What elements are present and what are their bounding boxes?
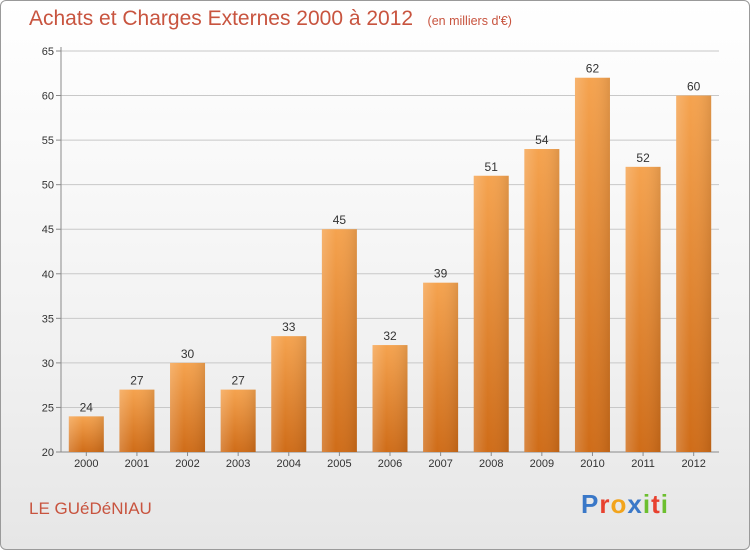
x-tick-label: 2010 <box>580 458 604 470</box>
chart-frame: Achats et Charges Externes 2000 à 2012 (… <box>0 0 750 550</box>
commune-name: LE GUéDéNIAU <box>29 499 152 519</box>
brand-letter: r <box>599 489 610 519</box>
data-label: 32 <box>383 329 397 343</box>
y-tick-label: 45 <box>42 224 54 236</box>
bar-shade-2005 <box>322 229 357 452</box>
bar-shade-2007 <box>423 283 458 452</box>
bar-shade-2002 <box>170 363 205 452</box>
data-label: 27 <box>231 374 245 388</box>
x-tick-label: 2011 <box>631 458 655 470</box>
bar-chart: 20 25 30 35 40 45 50 55 60 65 2000 2001 2002 2003 2004… <box>1 1 750 491</box>
x-tick-label: 2002 <box>175 458 199 470</box>
bar-shade-2012 <box>676 96 711 452</box>
x-tick-label: 2008 <box>479 458 503 470</box>
data-label: 45 <box>333 213 347 227</box>
bar-shade-2006 <box>373 345 408 452</box>
x-tick-label: 2000 <box>74 458 98 470</box>
data-label: 24 <box>80 400 94 414</box>
y-tick-label: 20 <box>42 447 54 459</box>
y-tick-label: 40 <box>42 269 54 281</box>
bar-shade-2011 <box>626 167 661 452</box>
bar-shade-2001 <box>119 390 154 452</box>
y-tick-label: 60 <box>42 91 54 103</box>
x-tick-label: 2009 <box>530 458 554 470</box>
data-label: 51 <box>485 160 499 174</box>
data-label: 54 <box>535 133 549 147</box>
bar-shade-2003 <box>221 390 256 452</box>
data-label: 62 <box>586 62 600 76</box>
y-tick-label: 25 <box>42 402 54 414</box>
y-tick-label: 50 <box>42 180 54 192</box>
data-label: 60 <box>687 80 701 94</box>
brand-letter: P <box>581 489 599 519</box>
bars <box>69 78 711 452</box>
data-label: 27 <box>130 374 144 388</box>
data-label: 33 <box>282 320 296 334</box>
data-label: 52 <box>636 151 650 165</box>
x-tick-label: 2007 <box>428 458 452 470</box>
brand-letter: i <box>643 489 651 519</box>
brand-letter: x <box>627 489 642 519</box>
x-tick-label: 2004 <box>277 458 301 470</box>
x-tick-label: 2012 <box>681 458 705 470</box>
bar-shade-2004 <box>271 336 306 452</box>
brand-letter: o <box>610 489 627 519</box>
x-tick-label: 2001 <box>125 458 149 470</box>
y-tick-label: 55 <box>42 135 54 147</box>
x-tick-label: 2006 <box>378 458 402 470</box>
brand-letter: i <box>661 489 669 519</box>
brand-letter: t <box>651 489 661 519</box>
proxiti-logo[interactable]: Proxiti <box>581 489 669 520</box>
x-tick-label: 2003 <box>226 458 250 470</box>
y-tick-label: 65 <box>42 46 54 58</box>
bar-shade-2000 <box>69 416 104 452</box>
bar-shade-2010 <box>575 78 610 452</box>
data-label: 39 <box>434 267 448 281</box>
bar-shade-2008 <box>474 176 509 452</box>
y-tick-label: 35 <box>42 313 54 325</box>
y-tick-label: 30 <box>42 358 54 370</box>
data-label: 30 <box>181 347 195 361</box>
bar-shade-2009 <box>524 149 559 452</box>
x-tick-label: 2005 <box>327 458 351 470</box>
